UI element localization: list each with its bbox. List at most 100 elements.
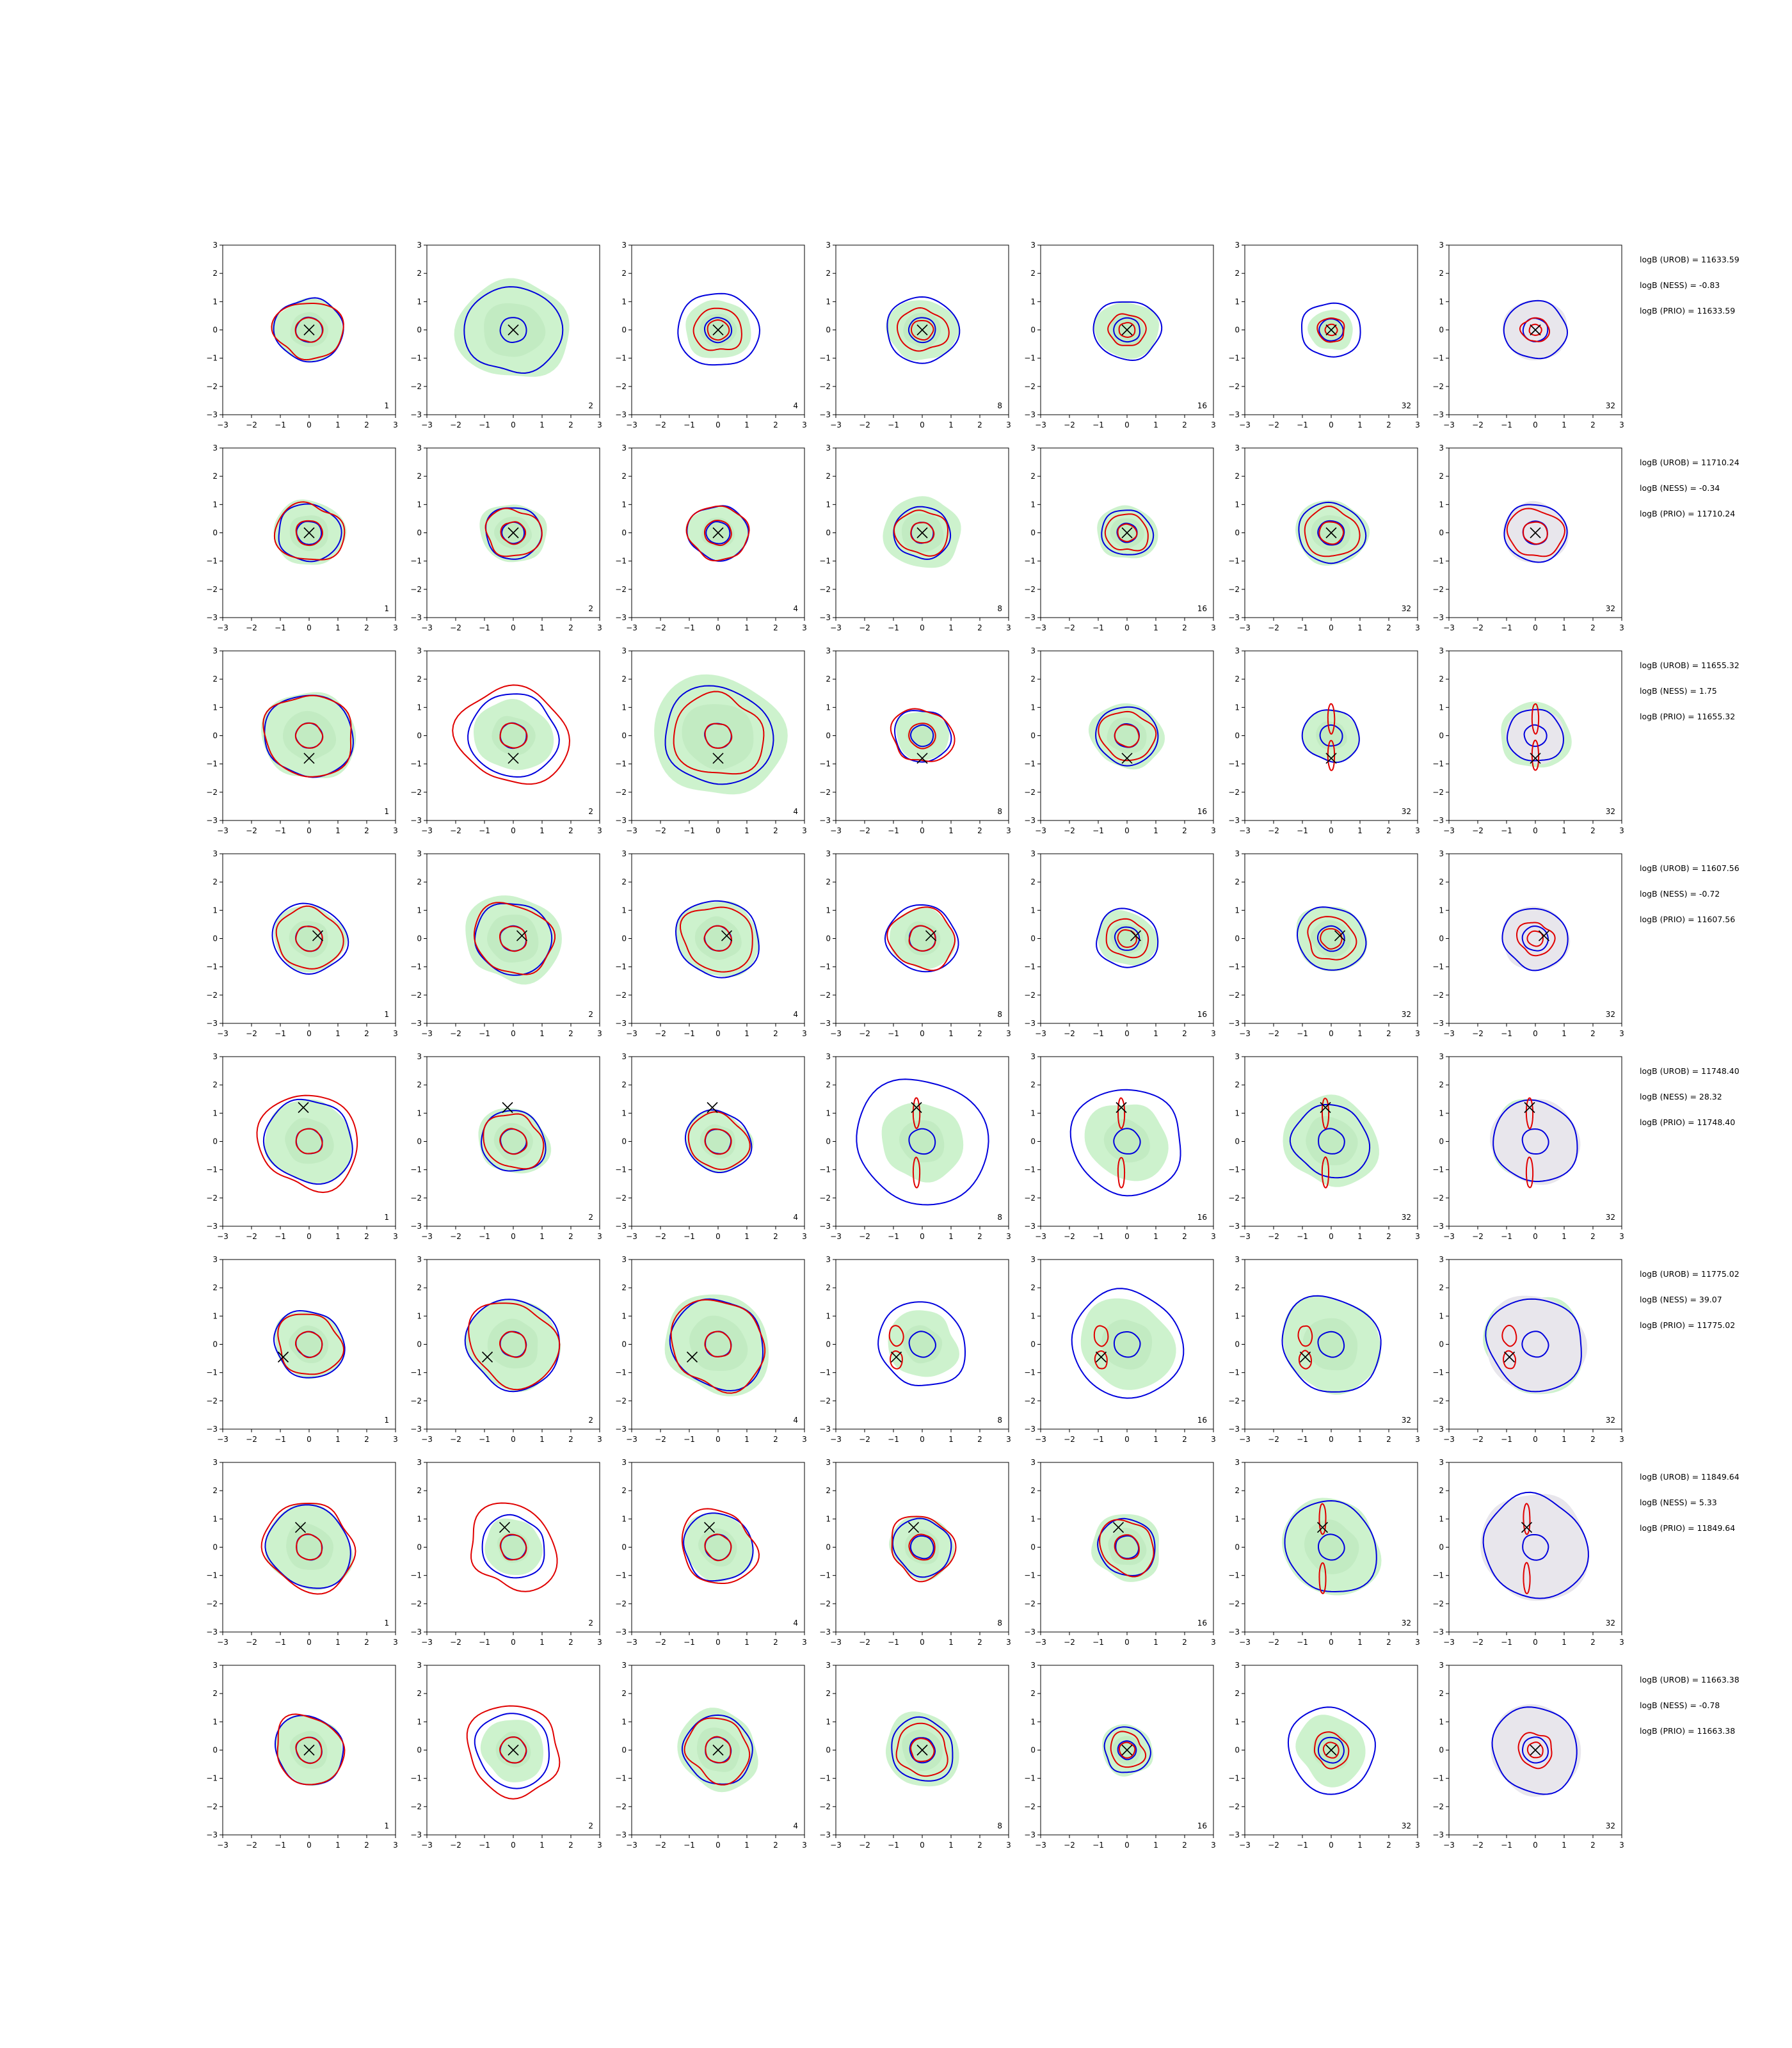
x-tick-label: 0 xyxy=(1329,1435,1334,1444)
true-value-marker xyxy=(908,1522,920,1533)
y-tick-label: −3 xyxy=(1024,816,1036,825)
y-tick-label: −3 xyxy=(819,1628,831,1636)
x-tick-label: −3 xyxy=(1239,1638,1251,1647)
y-tick-label: −2 xyxy=(1432,788,1444,797)
y-tick-label: −3 xyxy=(1228,1222,1240,1231)
x-tick-label: 1 xyxy=(1562,1638,1567,1647)
y-tick-label: 1 xyxy=(621,500,627,509)
panel-r2-c3: −3−3 −2 −2 −1 −1 0 0 1 1 2 2 3 3 4 xyxy=(615,444,807,632)
panel-r1-c2: −3−3 −2 −2 −1 −1 0 0 1 1 2 2 3 3 2 xyxy=(410,241,602,429)
x-tick-label: −3 xyxy=(1035,1638,1046,1647)
x-tick-label: −2 xyxy=(1268,1638,1279,1647)
red-contour-lobe xyxy=(1525,1097,1534,1130)
y-tick-label: 3 xyxy=(621,1052,627,1061)
y-tick-label: −2 xyxy=(1024,1599,1036,1608)
panel-label: 16 xyxy=(1197,1213,1207,1222)
y-tick-label: 2 xyxy=(1439,877,1444,886)
y-tick-label: −2 xyxy=(1024,991,1036,1000)
red-contour-inner xyxy=(908,723,936,749)
panel-label: 32 xyxy=(1606,1619,1615,1628)
x-tick-label: −3 xyxy=(626,420,637,429)
panel-label: 8 xyxy=(997,401,1002,410)
y-tick-label: 0 xyxy=(1030,1543,1036,1552)
panel-r5-c7: −3−3 −2 −2 −1 −1 0 0 1 1 2 2 3 3 32 xyxy=(1432,1052,1624,1241)
red-contour-inner xyxy=(1322,1741,1340,1759)
panel-label: 2 xyxy=(588,807,593,816)
y-tick-label: 2 xyxy=(1235,1689,1240,1698)
x-tick-label: −1 xyxy=(275,420,286,429)
y-tick-label: −3 xyxy=(819,1019,831,1028)
x-tick-label: −1 xyxy=(684,1232,695,1241)
red-contour-outer xyxy=(687,1111,751,1171)
y-tick-label: 2 xyxy=(1030,269,1036,278)
blue-contour-outer xyxy=(1289,1103,1371,1179)
y-tick-label: 0 xyxy=(1030,934,1036,943)
red-contour-lobe xyxy=(1318,1562,1327,1594)
y-tick-label: −1 xyxy=(410,1165,422,1174)
red-contour-outer xyxy=(468,1302,561,1391)
panel-label: 1 xyxy=(384,1213,389,1222)
true-value-marker xyxy=(916,324,928,336)
x-tick-label: 2 xyxy=(1386,826,1391,835)
x-tick-label: −2 xyxy=(450,1232,461,1241)
x-tick-label: 3 xyxy=(1211,420,1216,429)
y-tick-label: −1 xyxy=(410,760,422,769)
red-contour-outer xyxy=(1313,1731,1350,1770)
x-tick-label: −3 xyxy=(1035,420,1046,429)
x-tick-label: 2 xyxy=(1590,420,1596,429)
y-tick-label: 1 xyxy=(621,906,627,915)
red-contour-inner xyxy=(1528,323,1542,336)
y-tick-label: 3 xyxy=(212,1458,218,1467)
panel-r5-c1: −3−3 −2 −2 −1 −1 0 0 1 1 2 2 3 3 1 xyxy=(206,1052,398,1241)
y-tick-label: −2 xyxy=(1432,382,1444,391)
true-value-marker xyxy=(1524,1101,1535,1114)
y-tick-label: 2 xyxy=(1235,1486,1240,1495)
x-tick-label: −2 xyxy=(1064,1029,1075,1038)
y-tick-label: 1 xyxy=(1439,1311,1444,1320)
y-tick-label: −3 xyxy=(410,410,422,419)
y-tick-label: 2 xyxy=(212,1080,218,1089)
y-tick-label: −2 xyxy=(1024,382,1036,391)
red-contour-lobe xyxy=(1503,1350,1516,1370)
x-tick-label: −1 xyxy=(479,1232,490,1241)
red-contour-outer xyxy=(1110,1731,1147,1768)
true-value-marker xyxy=(1530,753,1541,764)
x-tick-label: −3 xyxy=(421,623,433,632)
y-tick-label: −2 xyxy=(206,382,218,391)
x-tick-label: −2 xyxy=(859,1841,870,1850)
x-tick-label: 1 xyxy=(540,1841,545,1850)
x-tick-label: 2 xyxy=(364,420,369,429)
true-value-marker xyxy=(712,753,724,764)
blue-contour-outer xyxy=(1485,1298,1582,1393)
y-tick-label: −1 xyxy=(1432,1165,1444,1174)
y-tick-label: 1 xyxy=(417,500,422,509)
y-tick-label: 1 xyxy=(826,297,831,306)
y-tick-label: 2 xyxy=(1439,675,1444,684)
y-tick-label: −2 xyxy=(410,1194,422,1203)
x-tick-label: 1 xyxy=(540,1029,545,1038)
density-fill-inner xyxy=(1103,1119,1150,1163)
y-tick-label: 1 xyxy=(1439,1108,1444,1117)
y-tick-label: 2 xyxy=(826,877,831,886)
panel-r3-c6: −3−3 −2 −2 −1 −1 0 0 1 1 2 2 3 3 32 xyxy=(1228,646,1420,835)
panel-r6-c1: −3−3 −2 −2 −1 −1 0 0 1 1 2 2 3 3 1 xyxy=(206,1255,398,1444)
y-tick-label: 1 xyxy=(1235,1514,1240,1523)
red-contour-inner xyxy=(499,723,528,749)
y-tick-label: 2 xyxy=(212,1689,218,1698)
y-tick-label: −2 xyxy=(1228,382,1240,391)
x-tick-label: 2 xyxy=(364,826,369,835)
y-tick-label: −3 xyxy=(819,816,831,825)
y-tick-label: −2 xyxy=(1228,585,1240,594)
red-contour-lobe xyxy=(1523,1562,1531,1595)
x-tick-label: −3 xyxy=(830,420,842,429)
y-tick-label: 1 xyxy=(826,703,831,712)
red-contour-inner xyxy=(295,1128,323,1155)
y-tick-label: 3 xyxy=(1439,444,1444,452)
x-tick-label: 1 xyxy=(1153,1029,1158,1038)
x-tick-label: −2 xyxy=(655,1638,666,1647)
x-tick-label: 2 xyxy=(977,826,982,835)
panel-label: 4 xyxy=(793,1416,798,1425)
logB-annotation: logB (UROB) = 11663.38 xyxy=(1640,1675,1740,1684)
y-tick-label: 0 xyxy=(1439,1137,1444,1146)
y-tick-label: −1 xyxy=(819,354,831,363)
